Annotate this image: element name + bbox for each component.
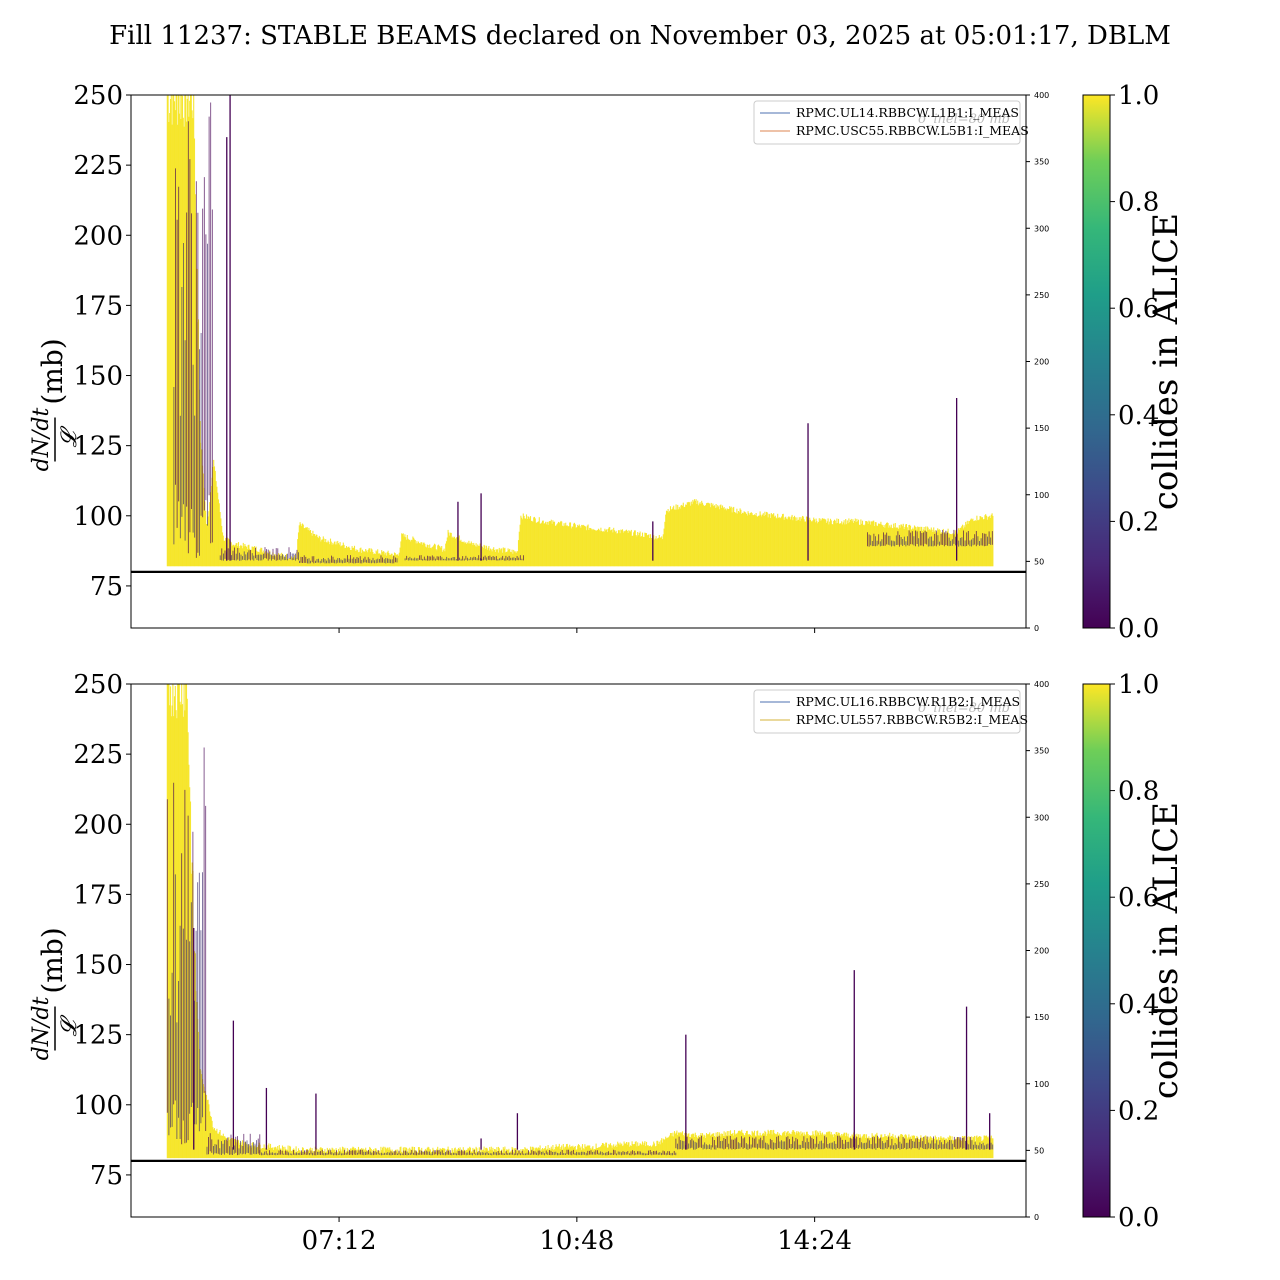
ylabel-unit: (mb) [36, 338, 69, 404]
legend-ghost-text: σ_inel=80 mb [918, 112, 1010, 127]
colorbar-tick-label: 0.6 [1118, 294, 1159, 324]
legend-ghost-text: σ_inel=80 mb [918, 701, 1010, 716]
colorbar-tick-label: 0.8 [1118, 188, 1159, 218]
right-ytick-label: 250 [1034, 291, 1049, 300]
ytick-label: 150 [73, 362, 123, 392]
ytick-label: 75 [90, 1161, 123, 1191]
right-ytick-label: 300 [1034, 224, 1049, 233]
plot-data [166, 95, 994, 567]
colorbar-tick-label: 1.0 [1118, 81, 1159, 111]
ytick-label: 250 [73, 81, 123, 111]
right-ytick-label: 350 [1034, 747, 1049, 756]
plot-area [131, 684, 1026, 1217]
colorbar-tick-label: 1.0 [1118, 670, 1159, 700]
right-ytick-label: 50 [1034, 1146, 1044, 1155]
colorbar-tick-label: 0.2 [1118, 507, 1159, 537]
colorbar-tick-label: 0.0 [1118, 1203, 1159, 1233]
xtick-label: 10:48 [539, 1226, 614, 1256]
colorbar-tick-label: 0.0 [1118, 614, 1159, 644]
y-axis-label: dN/dt 𝓛 (mb) [29, 338, 82, 471]
legend-entry-1: RPMC.UL16.RBBCW.R1B2:I_MEAS [796, 694, 1020, 709]
legend-box [753, 689, 1021, 734]
ytick-label: 175 [73, 880, 123, 910]
ytick-label: 75 [90, 572, 123, 602]
right-ytick-label: 50 [1034, 557, 1044, 566]
right-ytick-label: 0 [1034, 1213, 1039, 1222]
right-ytick-label: 100 [1034, 1080, 1049, 1089]
plot-data [166, 684, 994, 1159]
ytick-label: 200 [73, 810, 123, 840]
legend-entry-2: RPMC.UL557.RBBCW.R5B2:I_MEAS [796, 712, 1028, 727]
ylabel-denominator: 𝓛 [57, 1015, 82, 1037]
y-axis-label: dN/dt 𝓛 (mb) [29, 927, 82, 1060]
colorbar-tick-label: 0.4 [1118, 990, 1159, 1020]
xtick-label: 07:12 [302, 1226, 377, 1256]
ylabel-numerator: dN/dt [29, 408, 54, 472]
right-ytick-label: 150 [1034, 424, 1049, 433]
right-ytick-label: 200 [1034, 358, 1049, 367]
colorbar: 0.0 0.2 0.4 0.6 0.8 1.0 collides in ALICE [1082, 81, 1186, 644]
ylabel-unit: (mb) [36, 927, 69, 993]
right-ytick-label: 100 [1034, 491, 1049, 500]
ytick-label: 200 [73, 221, 123, 251]
ytick-label: 125 [73, 432, 123, 462]
ytick-label: 100 [73, 1091, 123, 1121]
ytick-label: 225 [73, 740, 123, 770]
ylabel-denominator: 𝓛 [57, 426, 82, 448]
figure-title: Fill 11237: STABLE BEAMS declared on Nov… [109, 21, 1171, 51]
ytick-label: 150 [73, 951, 123, 981]
colorbar-tick-label: 0.4 [1118, 401, 1159, 431]
ytick-label: 125 [73, 1021, 123, 1051]
colorbar-tick-label: 0.2 [1118, 1096, 1159, 1126]
ylabel-numerator: dN/dt [29, 997, 54, 1061]
legend-box [753, 100, 1021, 145]
colorbar-label: collides in ALICE [1146, 213, 1186, 510]
colorbar-gradient [1082, 94, 1111, 629]
right-ytick-label: 400 [1034, 91, 1049, 100]
ytick-label: 175 [73, 291, 123, 321]
colorbar-gradient [1082, 683, 1111, 1218]
panel-bottom: 75 100 125 150 175 200 225 250 0 50 100 150 200 250 30… [29, 670, 1186, 1256]
xtick-label: 14:24 [777, 1226, 852, 1256]
right-ytick-label: 350 [1034, 158, 1049, 167]
right-ytick-label: 150 [1034, 1013, 1049, 1022]
colorbar-label: collides in ALICE [1146, 802, 1186, 1099]
colorbar-tick-label: 0.8 [1118, 777, 1159, 807]
ytick-label: 225 [73, 151, 123, 181]
right-ytick-label: 250 [1034, 880, 1049, 889]
colorbar-tick-label: 0.6 [1118, 883, 1159, 913]
right-ytick-label: 200 [1034, 947, 1049, 956]
legend-entry-1: RPMC.UL14.RBBCW.L1B1:I_MEAS [796, 105, 1019, 120]
right-ytick-label: 0 [1034, 624, 1039, 633]
ytick-label: 250 [73, 670, 123, 700]
colorbar: 0.0 0.2 0.4 0.6 0.8 1.0 collides in ALICE [1082, 670, 1186, 1233]
right-ytick-label: 300 [1034, 813, 1049, 822]
ytick-label: 100 [73, 502, 123, 532]
panel-top: 75 100 125 150 175 200 225 250 0 50 100 150 200 250 30… [29, 81, 1186, 644]
right-ytick-label: 400 [1034, 680, 1049, 689]
legend-entry-2: RPMC.USC55.RBBCW.L5B1:I_MEAS [796, 123, 1029, 138]
